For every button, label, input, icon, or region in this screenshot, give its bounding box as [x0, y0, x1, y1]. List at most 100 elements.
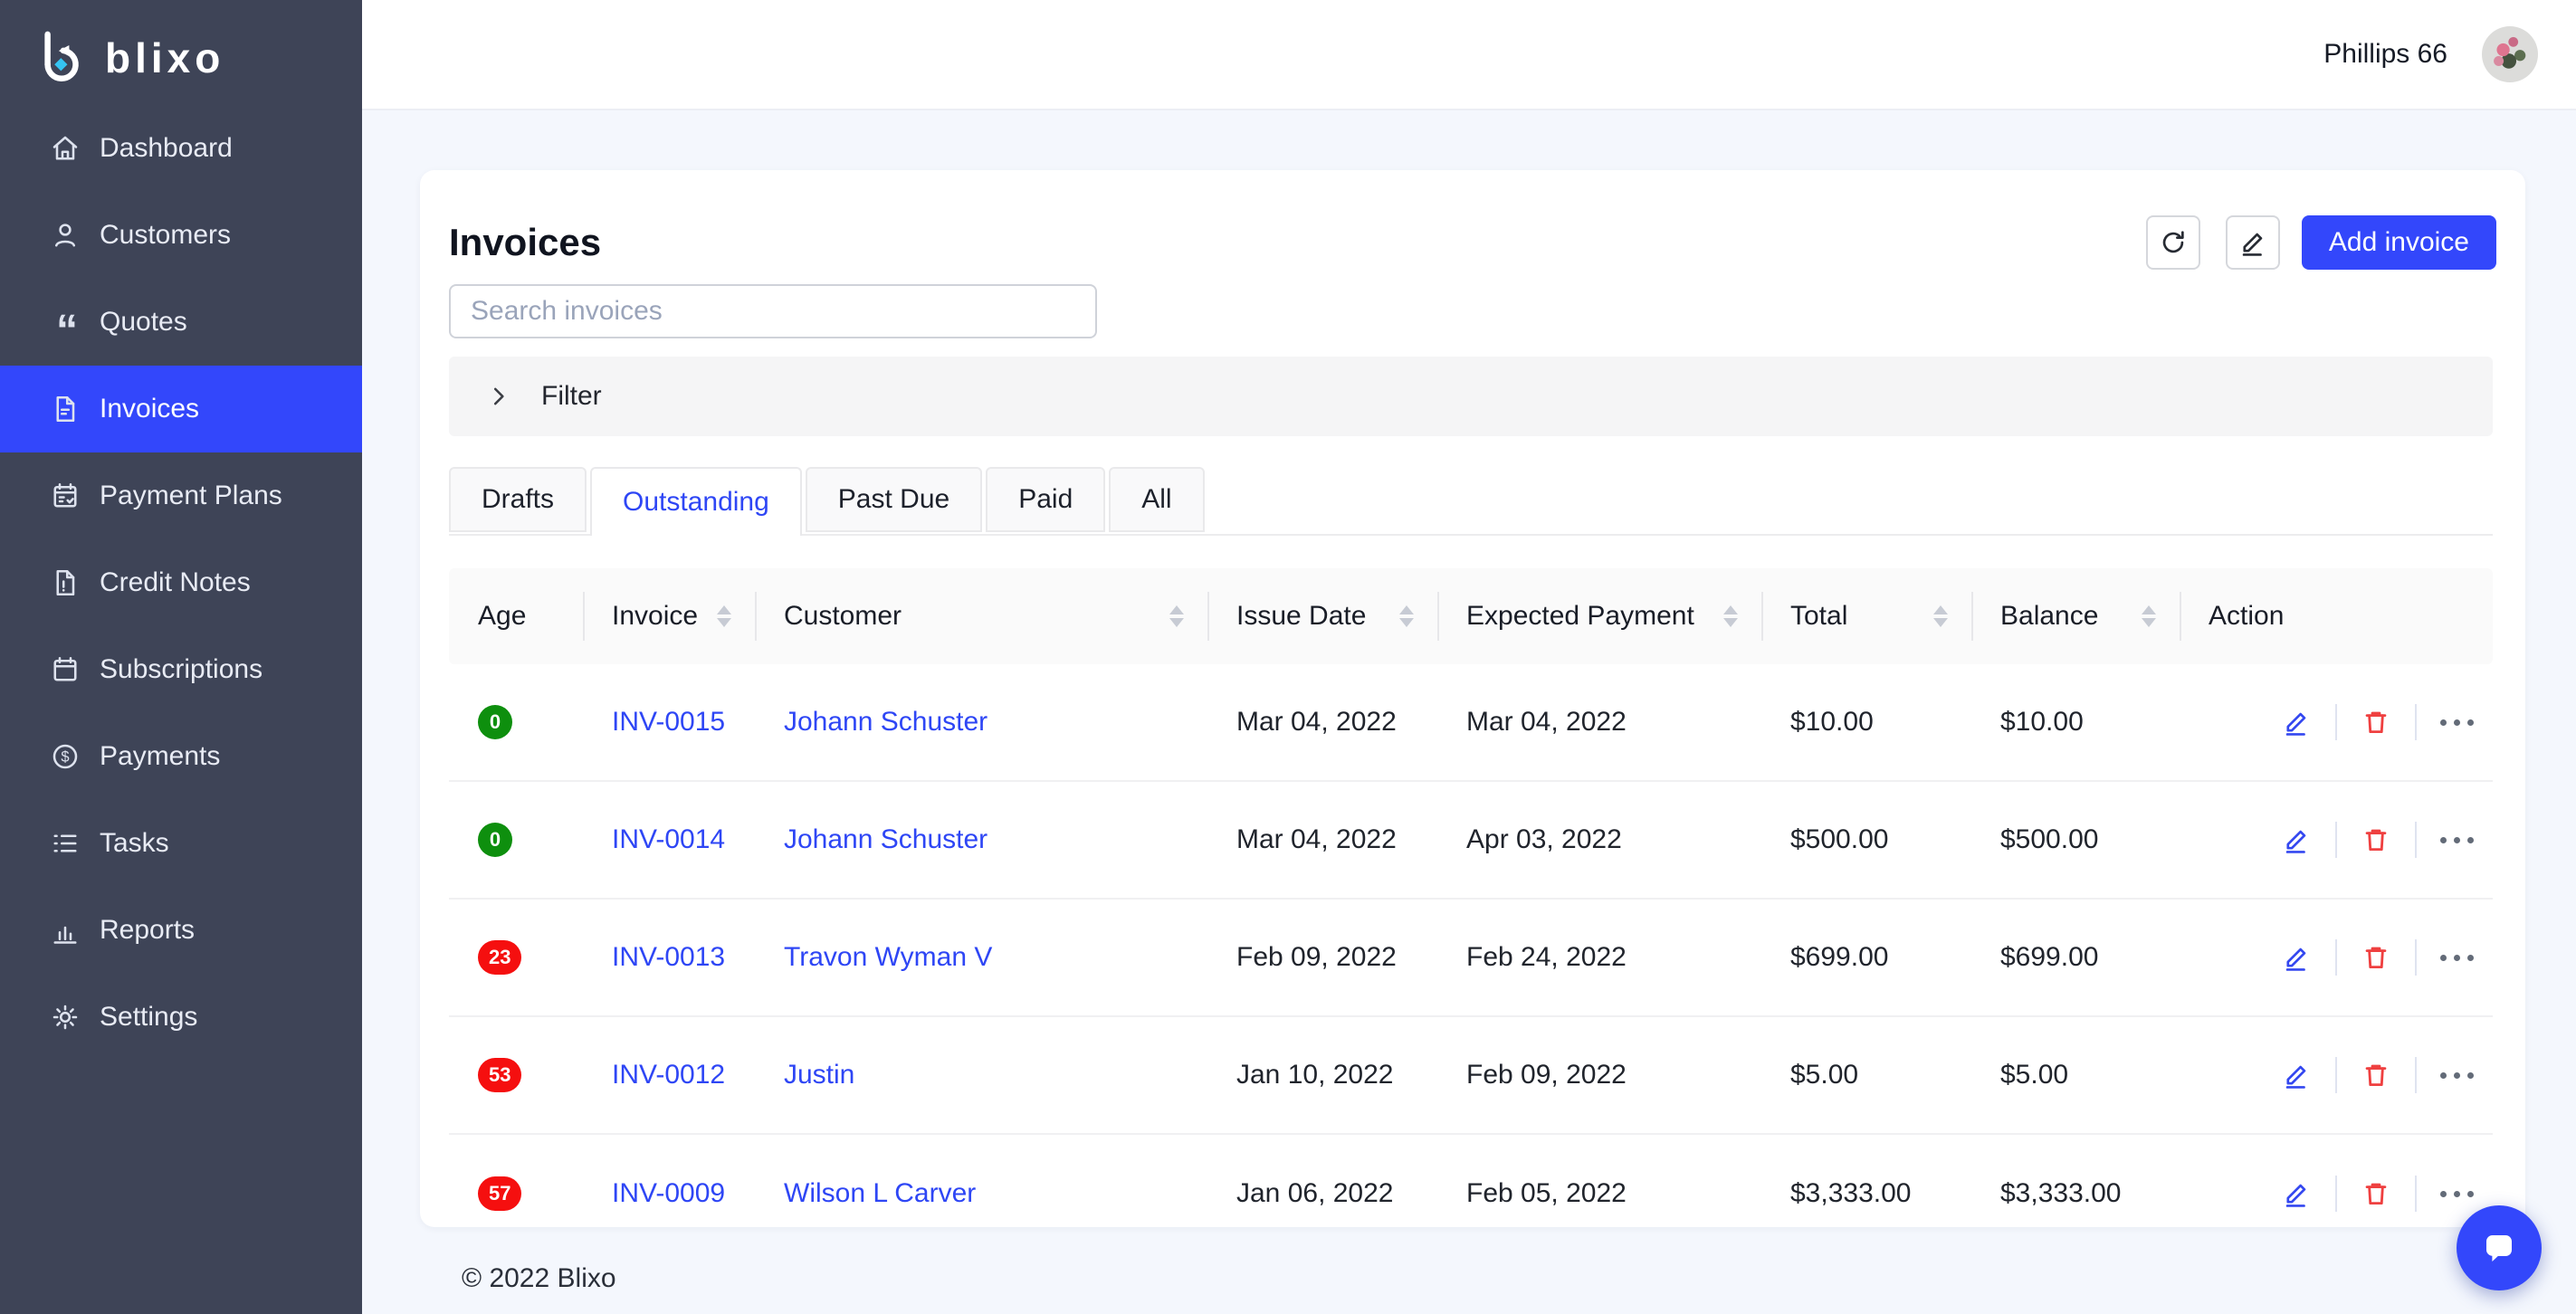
more-actions-button[interactable]	[2440, 1071, 2474, 1079]
column-header-invoice[interactable]: Invoice	[583, 568, 755, 664]
customer-link[interactable]: Johann Schuster	[784, 707, 988, 737]
customer-link[interactable]: Justin	[784, 1060, 855, 1090]
age-badge: 57	[478, 1176, 522, 1211]
sidebar-item-credit-notes[interactable]: Credit Notes	[0, 539, 362, 626]
sort-icon[interactable]	[2142, 605, 2156, 627]
sidebar-item-label: Payments	[100, 741, 221, 771]
balance-amount: $3,333.00	[2000, 1178, 2122, 1208]
avatar[interactable]	[2482, 26, 2538, 82]
delete-invoice-button[interactable]	[2361, 707, 2391, 738]
column-header-customer[interactable]: Customer	[755, 568, 1207, 664]
sidebar-item-quotes[interactable]: “ Quotes	[0, 279, 362, 366]
tab-paid[interactable]: Paid	[986, 467, 1106, 532]
column-header-expected-payment[interactable]: Expected Payment	[1437, 568, 1761, 664]
customer-link[interactable]: Johann Schuster	[784, 824, 988, 854]
sidebar-item-settings[interactable]: Settings	[0, 974, 362, 1061]
total-amount: $699.00	[1790, 942, 1889, 972]
invoice-link[interactable]: INV-0015	[612, 707, 726, 737]
bulk-edit-button[interactable]	[2225, 215, 2280, 270]
calendar-icon	[49, 653, 81, 686]
chat-widget-button[interactable]	[2457, 1205, 2542, 1290]
balance-amount: $699.00	[2000, 942, 2099, 972]
more-actions-button[interactable]	[2440, 836, 2474, 843]
tab-past-due[interactable]: Past Due	[805, 467, 983, 532]
age-badge: 23	[478, 940, 522, 975]
blixo-b-icon	[36, 28, 85, 88]
sidebar-item-label: Settings	[100, 1002, 198, 1032]
edit-invoice-button[interactable]	[2281, 1178, 2312, 1209]
table-row: 0 INV-0015 Johann Schuster Mar 04, 2022 …	[449, 664, 2493, 782]
sort-icon[interactable]	[717, 605, 731, 627]
delete-invoice-button[interactable]	[2361, 1178, 2391, 1209]
svg-text:$: $	[61, 749, 69, 766]
sidebar: blixo Dashboard Customers “ Quotes Invoi…	[0, 0, 362, 1314]
sort-icon[interactable]	[1933, 605, 1948, 627]
column-header-balance[interactable]: Balance	[1971, 568, 2180, 664]
divider	[2335, 939, 2337, 976]
list-icon	[49, 827, 81, 860]
total-amount: $5.00	[1790, 1060, 1859, 1090]
sidebar-item-customers[interactable]: Customers	[0, 192, 362, 279]
edit-invoice-button[interactable]	[2281, 942, 2312, 973]
customer-link[interactable]: Wilson L Carver	[784, 1178, 977, 1208]
more-actions-button[interactable]	[2440, 719, 2474, 726]
chevron-right-icon	[487, 385, 510, 408]
filter-toggle[interactable]: Filter	[449, 357, 2493, 436]
invoice-link[interactable]: INV-0013	[612, 942, 726, 972]
invoice-link[interactable]: INV-0014	[612, 824, 726, 854]
sidebar-item-payments[interactable]: $ Payments	[0, 713, 362, 800]
delete-invoice-button[interactable]	[2361, 942, 2391, 973]
page-title: Invoices	[449, 221, 602, 263]
divider	[2335, 822, 2337, 858]
sidebar-item-reports[interactable]: Reports	[0, 887, 362, 974]
delete-invoice-button[interactable]	[2361, 1060, 2391, 1090]
sort-icon[interactable]	[1399, 605, 1414, 627]
brand-logo[interactable]: blixo	[0, 0, 362, 105]
sidebar-item-label: Customers	[100, 220, 232, 250]
divider	[2335, 1057, 2337, 1093]
issue-date: Jan 06, 2022	[1236, 1178, 1394, 1208]
column-header-age: Age	[478, 601, 527, 631]
add-invoice-button[interactable]: Add invoice	[2301, 215, 2496, 270]
sidebar-item-invoices[interactable]: Invoices	[0, 366, 362, 452]
invoice-document-icon	[49, 393, 81, 425]
more-actions-button[interactable]	[2440, 1190, 2474, 1197]
sidebar-item-subscriptions[interactable]: Subscriptions	[0, 626, 362, 713]
edit-invoice-button[interactable]	[2281, 1060, 2312, 1090]
issue-date: Jan 10, 2022	[1236, 1060, 1394, 1090]
gear-icon	[49, 1001, 81, 1033]
tab-outstanding[interactable]: Outstanding	[590, 467, 802, 536]
card-header: Invoices Add invoice	[420, 170, 2525, 270]
sidebar-item-tasks[interactable]: Tasks	[0, 800, 362, 887]
invoice-link[interactable]: INV-0009	[612, 1178, 726, 1208]
delete-invoice-button[interactable]	[2361, 824, 2391, 855]
edit-pencil-icon	[2285, 947, 2306, 971]
invoices-table: Age Invoice Customer Issue Date Expected…	[449, 568, 2493, 1227]
user-name[interactable]: Phillips 66	[2323, 39, 2447, 69]
sort-icon[interactable]	[1723, 605, 1738, 627]
more-actions-button[interactable]	[2440, 954, 2474, 961]
sidebar-item-payment-plans[interactable]: Payment Plans	[0, 452, 362, 539]
sort-icon[interactable]	[1169, 605, 1184, 627]
column-header-total[interactable]: Total	[1761, 568, 1971, 664]
sidebar-item-label: Reports	[100, 915, 196, 945]
divider	[2415, 822, 2417, 858]
tab-drafts[interactable]: Drafts	[449, 467, 587, 532]
balance-amount: $500.00	[2000, 824, 2099, 854]
search-input[interactable]	[449, 284, 1097, 338]
column-header-action: Action	[2180, 568, 2493, 664]
filter-label: Filter	[541, 381, 602, 411]
customer-link[interactable]: Travon Wyman V	[784, 942, 993, 972]
tab-all[interactable]: All	[1109, 467, 1205, 532]
edit-invoice-button[interactable]	[2281, 707, 2312, 738]
column-header-issue-date[interactable]: Issue Date	[1207, 568, 1437, 664]
topbar: Phillips 66	[362, 0, 2576, 110]
sidebar-item-label: Credit Notes	[100, 567, 251, 597]
sidebar-item-dashboard[interactable]: Dashboard	[0, 105, 362, 192]
invoice-link[interactable]: INV-0012	[612, 1060, 726, 1090]
refresh-button[interactable]	[2145, 215, 2200, 270]
tabs-bar: Drafts Outstanding Past Due Paid All	[449, 467, 2493, 536]
divider	[2335, 1176, 2337, 1212]
edit-invoice-button[interactable]	[2281, 824, 2312, 855]
trash-icon	[2365, 1064, 2387, 1087]
